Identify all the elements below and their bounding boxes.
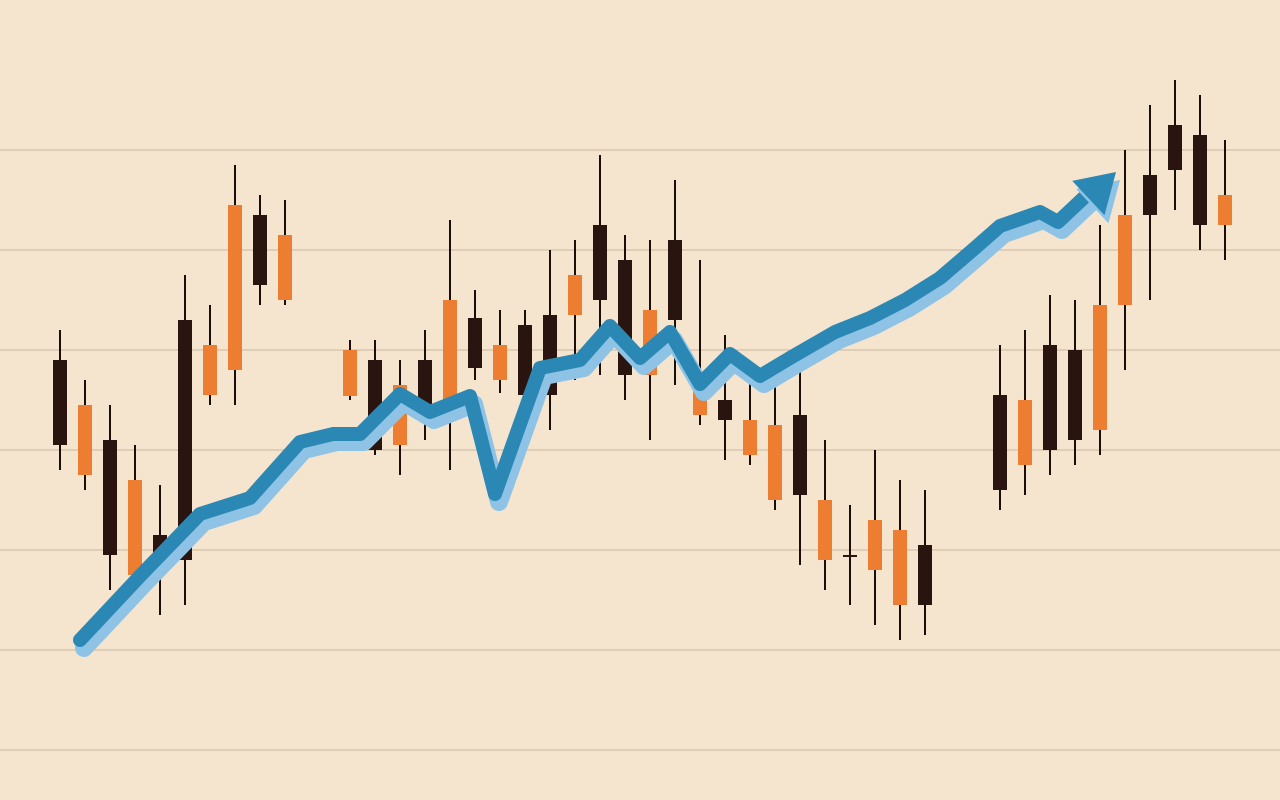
candle-body [743,420,757,455]
candle-body [793,415,807,495]
candle-body [818,500,832,560]
candle-body [1068,350,1082,440]
candle-body [228,205,242,370]
candle-body [718,400,732,420]
candle-body [568,275,582,315]
candle-body [53,360,67,445]
candle-body [593,225,607,300]
candle-body [1193,135,1207,225]
candle-body [103,440,117,555]
candle-body [1093,305,1107,430]
candle-body [1043,345,1057,450]
candle-body [78,405,92,475]
candle-body [993,395,1007,490]
candle-body [203,345,217,395]
candle-body [768,425,782,500]
candle-body [468,318,482,368]
candle-body [253,215,267,285]
candle-body [1168,125,1182,170]
candle-body [1118,215,1132,305]
candle-body [1143,175,1157,215]
candle-body [343,350,357,396]
candle-body [443,300,457,405]
candle-body [843,555,857,557]
candlestick-trend-chart [0,0,1280,800]
candle-body [1218,195,1232,225]
candle-body [493,345,507,380]
candle-body [893,530,907,605]
candle-body [918,545,932,605]
candle-body [668,240,682,320]
candle-body [868,520,882,570]
candle-body [278,235,292,300]
candle-body [128,480,142,575]
candle-body [1018,400,1032,465]
